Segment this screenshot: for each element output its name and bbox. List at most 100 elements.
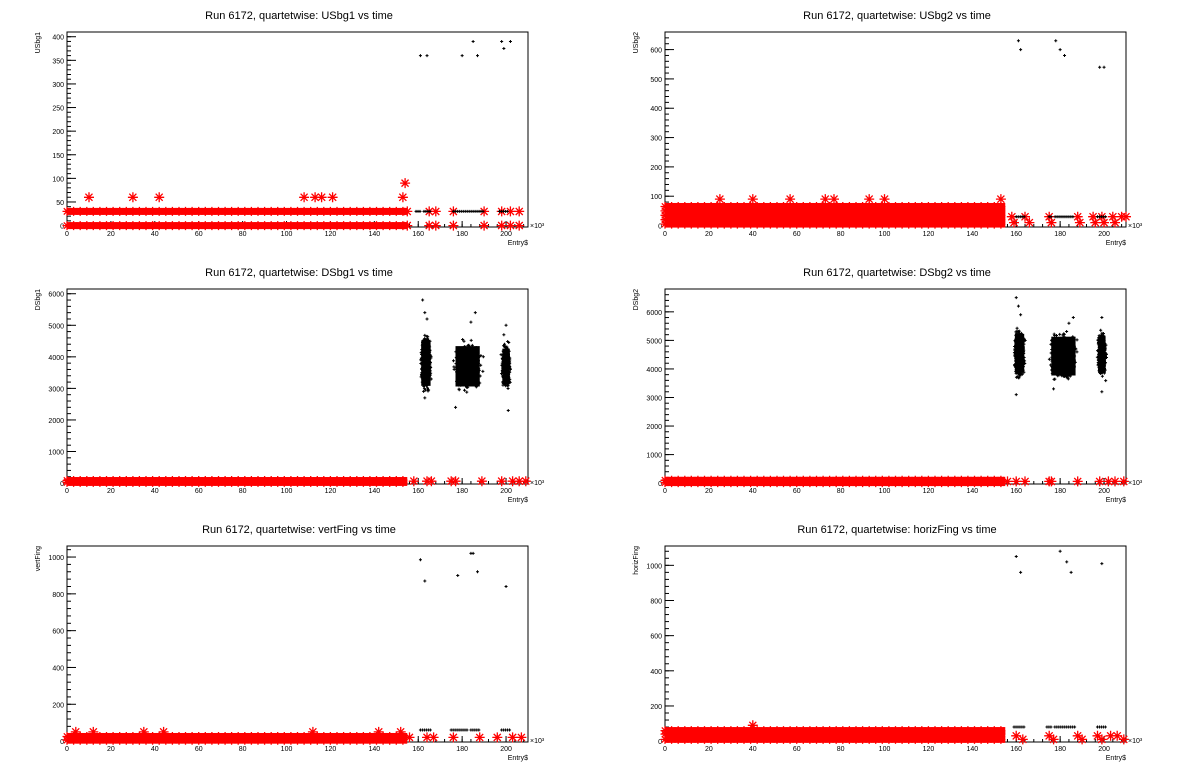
star-marker (1072, 211, 1083, 222)
star-marker (154, 476, 164, 485)
star-marker (1011, 476, 1022, 487)
cross-marker (1102, 65, 1106, 69)
chart-title: Run 6172, quartetwise: USbg1 vs time (205, 10, 393, 22)
star-marker (194, 206, 204, 216)
y-tick-label: 50 (56, 200, 64, 207)
dense-cluster (502, 348, 510, 384)
x-tick-label: 120 (325, 231, 337, 238)
star-marker (989, 475, 999, 485)
cross-marker (461, 338, 465, 342)
series-black-crosses (1014, 39, 1107, 219)
star-marker (227, 206, 237, 216)
cross-marker (1075, 338, 1079, 342)
star-marker (339, 221, 349, 231)
star-marker (680, 202, 690, 211)
star-marker (759, 202, 769, 211)
star-marker (983, 202, 993, 211)
star-marker (332, 221, 342, 231)
star-marker (950, 475, 960, 485)
star-marker (752, 202, 762, 211)
star-marker (507, 476, 518, 487)
star-marker (286, 206, 296, 216)
star-marker (871, 202, 881, 211)
cross-marker (421, 298, 425, 302)
cross-marker (457, 388, 461, 392)
x-tick-label: 200 (500, 231, 512, 238)
star-marker (121, 206, 131, 216)
star-marker (372, 206, 381, 216)
y-tick-label: 3000 (48, 386, 64, 393)
star-marker (84, 192, 94, 203)
star-marker (240, 206, 250, 216)
star-marker (479, 220, 490, 231)
cross-marker (469, 320, 473, 324)
star-marker (253, 206, 263, 216)
star-marker (220, 206, 230, 216)
star-marker (747, 194, 758, 205)
star-marker (398, 476, 408, 485)
x-tick-label: 60 (793, 488, 801, 495)
star-marker (877, 202, 887, 211)
cross-marker (425, 386, 429, 390)
y-tick-label: 0 (60, 481, 64, 488)
star-marker (75, 206, 85, 216)
star-marker (1074, 217, 1085, 228)
cross-marker (1016, 39, 1020, 43)
star-marker (996, 475, 1006, 485)
star-marker (95, 206, 105, 216)
x-axis-label: Entry$ (1106, 497, 1126, 504)
star-marker (476, 476, 487, 487)
y-tick-label: 300 (52, 82, 64, 89)
star-marker (128, 221, 138, 231)
pad-usbg1: Run 6172, quartetwise: USbg1 vs time 0 50… (0, 0, 598, 257)
star-marker (1002, 476, 1013, 487)
cross-marker (1049, 215, 1053, 219)
star-marker (825, 475, 835, 485)
star-marker (82, 221, 92, 231)
star-marker (779, 202, 788, 211)
dense-cluster (1014, 333, 1025, 373)
star-marker (358, 206, 368, 216)
star-marker (829, 194, 839, 205)
star-marker (148, 221, 158, 231)
star-marker (930, 475, 940, 485)
cross-marker (1058, 48, 1062, 52)
star-marker (161, 221, 171, 231)
plot-frame (664, 31, 1127, 228)
dense-cluster (455, 346, 480, 387)
x-exponent: ×10³ (530, 223, 545, 230)
star-marker (838, 475, 848, 485)
star-marker (214, 206, 223, 216)
star-marker (673, 475, 683, 485)
cross-marker (1062, 332, 1066, 336)
star-marker (365, 206, 375, 216)
star-marker (923, 475, 933, 485)
star-marker (372, 476, 381, 485)
star-marker (746, 475, 756, 485)
star-marker (686, 202, 696, 211)
star-marker (319, 221, 329, 231)
star-marker (240, 476, 250, 485)
star-marker (128, 476, 138, 485)
star-marker (765, 202, 775, 211)
star-marker (345, 221, 355, 231)
star-marker (167, 206, 177, 216)
star-marker (233, 206, 243, 216)
star-marker (62, 206, 72, 216)
star-marker (402, 220, 413, 231)
star-marker (312, 476, 322, 485)
star-marker (115, 221, 125, 231)
x-tick-label: 160 (1010, 488, 1022, 495)
dense-cluster (1051, 336, 1076, 376)
star-marker (1020, 476, 1030, 487)
star-marker (299, 192, 310, 203)
cross-marker (502, 333, 506, 337)
y-tick-label: 0 (658, 481, 662, 488)
cross-marker (481, 209, 485, 213)
star-marker (127, 192, 138, 203)
y-tick-label: 200 (650, 165, 662, 172)
x-tick-label: 60 (195, 488, 203, 495)
star-marker (187, 476, 197, 485)
y-tick-label: 0 (60, 224, 64, 231)
